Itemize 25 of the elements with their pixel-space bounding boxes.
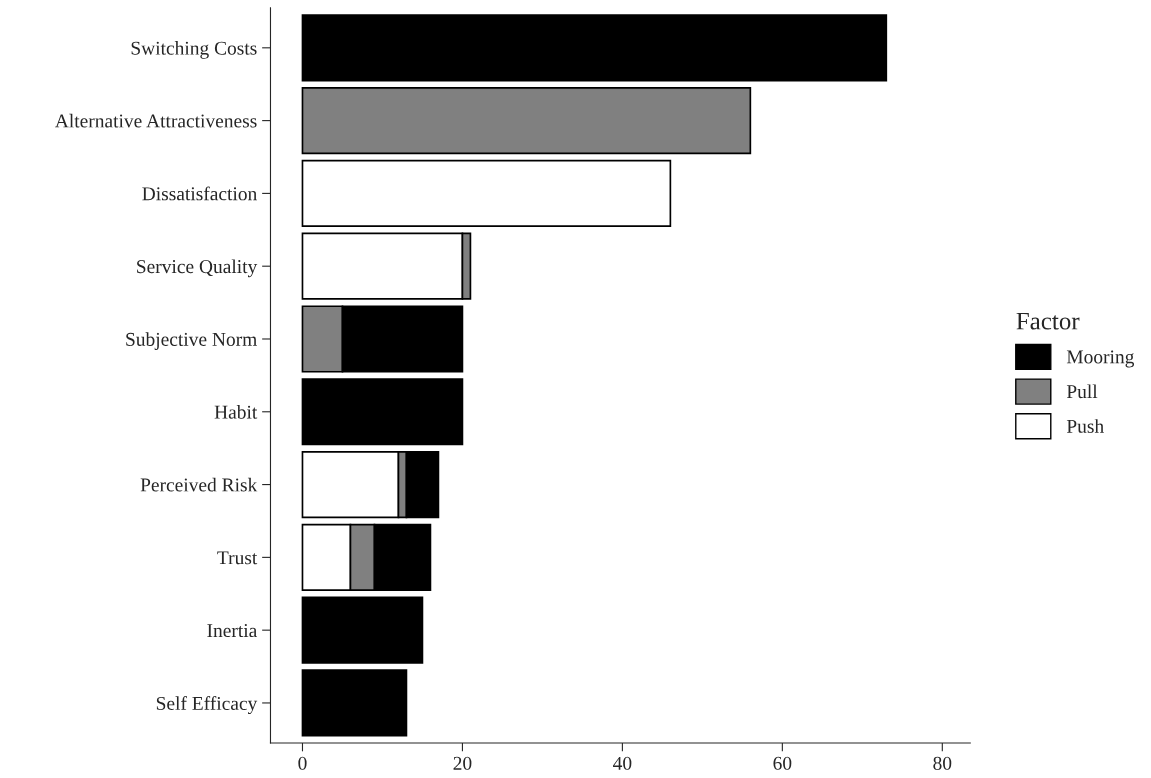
x-tick-label: 20 [453,756,472,770]
y-tick-label: Service Quality [137,259,258,278]
y-tick-label: Habit [214,405,258,419]
x-tick-label: 40 [613,756,632,770]
y-tick-label: Dissatisfaction [142,186,257,201]
legend-title: Factor [1016,312,1080,330]
legend-label: Push [1066,419,1104,433]
bar [301,159,672,227]
legend-label: Mooring [1066,350,1135,368]
bar [301,596,424,664]
y-tick-label: Subjective Norm [126,332,257,350]
bar [301,87,752,155]
bar [301,669,408,737]
y-tick-label: Trust [217,551,258,565]
bar [301,14,888,82]
y-tick-label: Inertia [207,624,258,638]
legend-label: Pull [1066,384,1098,399]
y-tick-label: Alternative Attractiveness [55,113,257,128]
x-tick-label: 60 [773,756,792,770]
bar [301,378,464,446]
x-tick-label: 0 [298,756,307,770]
y-tick-label: Switching Costs [131,41,257,59]
y-tick-label: Perceived Risk [140,477,258,492]
y-tick-label: Self Efficacy [156,696,258,714]
x-tick-label: 80 [933,756,952,770]
